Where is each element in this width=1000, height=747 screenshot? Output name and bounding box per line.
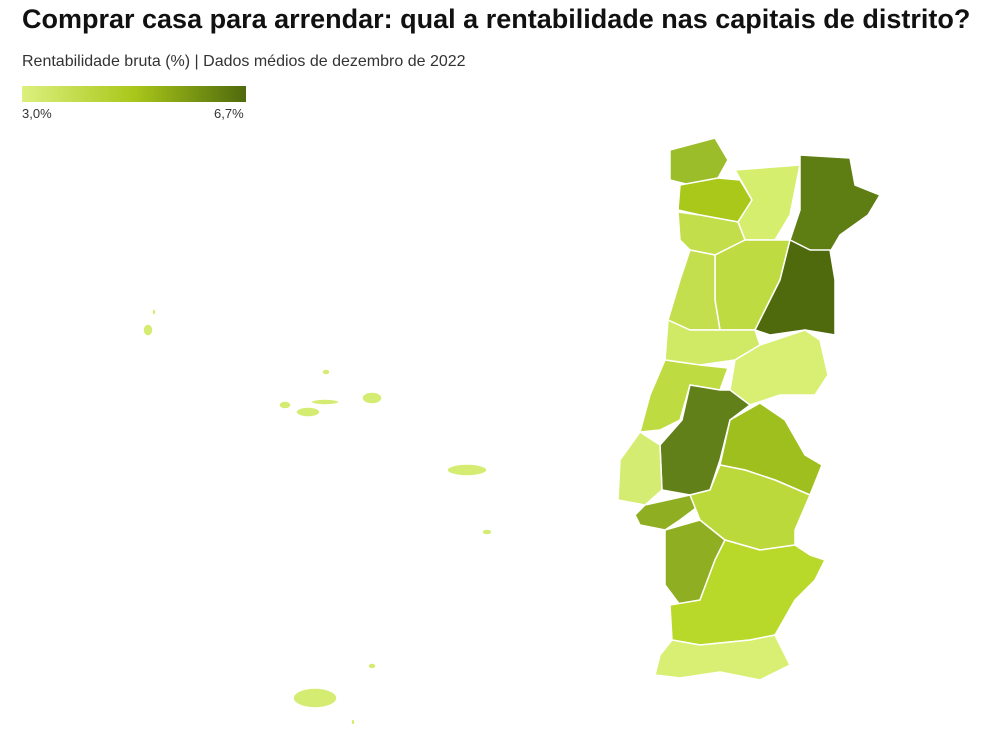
region [617,431,663,506]
legend-min-label: 3,0% [22,106,52,121]
island [310,398,340,406]
region [639,359,729,433]
island [361,391,383,405]
island [278,400,292,410]
region [654,634,791,681]
island [295,406,321,418]
subtitle: Rentabilidade bruta (%) | Dados médios d… [22,53,466,70]
island [367,662,377,670]
island [350,718,356,726]
island [142,323,154,337]
region [789,154,881,253]
title: Comprar casa para arrendar: qual a renta… [22,4,971,34]
region [667,249,721,331]
legend-gradient [22,86,246,102]
region [659,384,751,496]
region [689,464,811,551]
island [481,528,493,536]
island [321,368,331,376]
island [446,463,488,477]
legend-max-label: 6,7% [214,106,244,121]
island [151,308,157,316]
island [292,687,338,709]
